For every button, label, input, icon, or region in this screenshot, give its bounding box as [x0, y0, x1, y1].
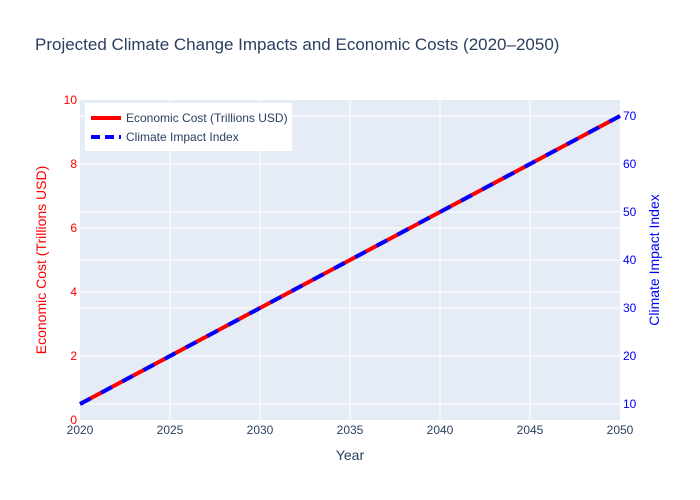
y2-tick-label: 70 [623, 109, 637, 123]
legend-item-climate-index[interactable]: Climate Impact Index [91, 130, 239, 144]
y2-tick-label: 40 [623, 253, 637, 267]
y-tick-labels: 0 2 4 6 8 10 [64, 93, 78, 427]
y2-tick-labels: 10 20 30 40 50 60 70 [623, 109, 637, 411]
y2-tick-label: 10 [623, 397, 637, 411]
y-tick-label: 8 [70, 157, 77, 171]
y2-tick-label: 60 [623, 157, 637, 171]
y-tick-label: 2 [70, 349, 77, 363]
chart-title: Projected Climate Change Impacts and Eco… [35, 35, 559, 54]
x-tick-label: 2040 [427, 423, 454, 437]
x-tick-labels: 2020 2025 2030 2035 2040 2045 2050 [67, 423, 634, 437]
legend-label-climate-index: Climate Impact Index [126, 130, 239, 144]
y2-tick-label: 30 [623, 301, 637, 315]
y-tick-label: 0 [70, 413, 77, 427]
legend[interactable]: Economic Cost (Trillions USD) Climate Im… [85, 103, 292, 151]
x-tick-label: 2020 [67, 423, 94, 437]
legend-item-economic-cost[interactable]: Economic Cost (Trillions USD) [91, 111, 288, 125]
y2-tick-label: 20 [623, 349, 637, 363]
series-layer [79, 114, 621, 406]
legend-box [85, 103, 292, 151]
y-tick-label: 6 [70, 221, 77, 235]
x-tick-label: 2030 [247, 423, 274, 437]
y-tick-label: 10 [64, 93, 78, 107]
x-tick-label: 2045 [517, 423, 544, 437]
x-axis-title: Year [336, 447, 365, 463]
y-axis-title: Economic Cost (Trillions USD) [33, 166, 49, 355]
x-tick-label: 2050 [607, 423, 634, 437]
x-tick-label: 2025 [157, 423, 184, 437]
y-tick-label: 4 [70, 285, 77, 299]
y2-axis-title: Climate Impact Index [646, 194, 662, 326]
y2-tick-label: 50 [623, 205, 637, 219]
series-line-climate-index [79, 114, 621, 406]
legend-label-economic-cost: Economic Cost (Trillions USD) [126, 111, 288, 125]
x-tick-label: 2035 [337, 423, 364, 437]
